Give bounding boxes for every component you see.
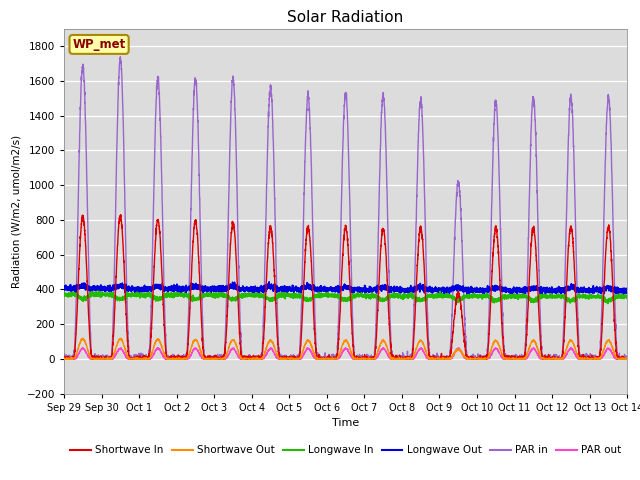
Shortwave In [623,356,631,362]
PAR in [623,356,631,362]
PAR out [472,356,479,362]
PAR out [324,356,332,362]
Shortwave In [623,355,630,360]
Longwave Out [623,287,630,293]
Legend: Shortwave In, Shortwave Out, Longwave In, Longwave Out, PAR in, PAR out: Shortwave In, Shortwave Out, Longwave In… [66,441,625,459]
Longwave Out [441,288,449,294]
Longwave In [325,292,333,298]
PAR out [623,356,630,361]
Shortwave Out [325,356,333,361]
Shortwave Out [623,356,631,361]
Shortwave Out [79,336,86,341]
PAR in [116,54,124,60]
Longwave In [161,292,169,298]
Longwave Out [161,286,169,292]
PAR out [530,345,538,350]
Longwave In [472,294,480,300]
Shortwave In [162,344,170,349]
Longwave Out [266,279,273,285]
Longwave Out [623,288,631,293]
PAR out [623,356,631,362]
Longwave In [623,293,630,299]
Longwave Out [508,292,516,298]
PAR in [325,356,333,362]
Longwave In [95,288,102,294]
Shortwave In [60,355,68,361]
Line: Longwave In: Longwave In [64,291,627,303]
Shortwave In [60,356,68,362]
Line: Shortwave In: Shortwave In [64,215,627,359]
PAR in [623,354,630,360]
Line: Longwave Out: Longwave Out [64,282,627,295]
PAR out [60,356,68,362]
Longwave In [504,294,512,300]
Shortwave In [116,212,124,217]
Shortwave Out [60,356,68,362]
PAR out [504,356,511,361]
Line: Shortwave Out: Shortwave Out [64,338,627,359]
Line: PAR out: PAR out [64,348,627,359]
Longwave Out [504,288,512,293]
PAR out [161,356,169,361]
Shortwave Out [441,356,449,362]
Shortwave In [504,356,512,362]
PAR in [472,356,480,362]
Longwave In [623,295,631,301]
Title: Solar Radiation: Solar Radiation [287,10,404,25]
PAR in [161,325,169,331]
X-axis label: Time: Time [332,418,359,428]
PAR out [441,356,449,362]
Longwave Out [472,288,480,294]
Shortwave Out [162,354,170,360]
Longwave In [441,294,449,300]
Shortwave In [441,355,449,360]
Line: PAR in: PAR in [64,57,627,359]
PAR in [504,352,512,358]
Shortwave Out [60,356,68,361]
Shortwave Out [623,356,630,362]
PAR in [441,356,449,362]
Longwave In [60,290,68,296]
Shortwave In [472,356,480,362]
Longwave Out [60,283,68,289]
PAR in [60,356,68,362]
Longwave Out [325,286,333,292]
Shortwave In [325,356,333,362]
Shortwave Out [472,355,480,361]
Longwave In [604,300,612,306]
Text: WP_met: WP_met [72,38,125,51]
Shortwave Out [504,355,512,361]
Y-axis label: Radiation (W/m2, umol/m2/s): Radiation (W/m2, umol/m2/s) [11,134,21,288]
